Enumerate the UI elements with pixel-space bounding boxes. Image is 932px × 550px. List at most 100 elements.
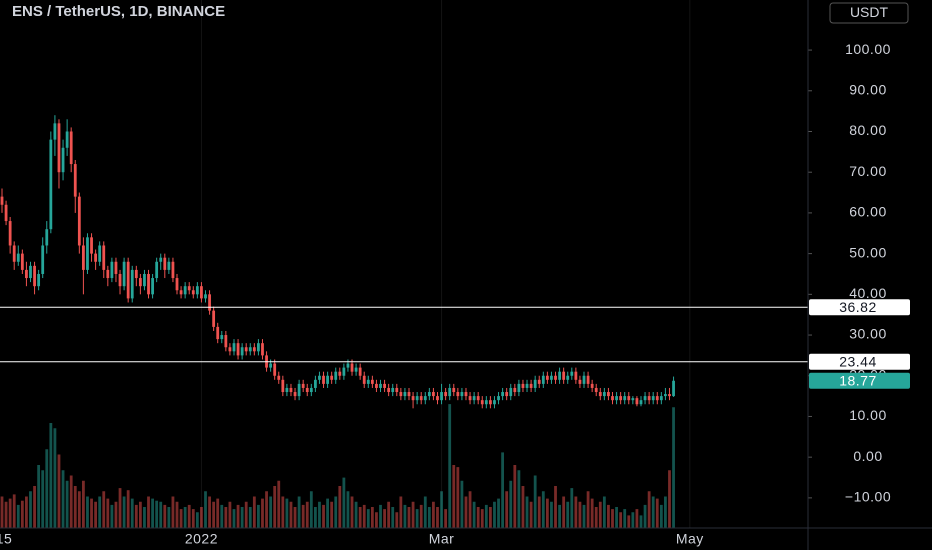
volume-bar	[334, 496, 338, 528]
volume-bar	[586, 491, 590, 528]
volume-bar	[45, 449, 49, 528]
volume-bar	[16, 504, 20, 528]
candle-body	[517, 383, 521, 393]
volume-layer	[0, 404, 675, 528]
volume-bar	[607, 504, 610, 528]
volume-bar	[240, 507, 244, 528]
candle-body	[440, 392, 443, 401]
candle-body	[501, 392, 505, 397]
currency-label: USDT	[850, 4, 889, 20]
currency-button[interactable]	[829, 2, 909, 24]
candle-body	[529, 383, 533, 388]
volume-bar	[570, 488, 574, 528]
candle-body	[159, 257, 163, 262]
volume-bar	[73, 486, 77, 528]
candle-body	[537, 379, 541, 384]
volume-bar	[261, 498, 264, 528]
volume-bar	[444, 509, 448, 528]
volume-bar	[179, 509, 183, 528]
candle-body	[562, 371, 566, 380]
candle-body	[423, 396, 427, 401]
volume-bar	[545, 498, 549, 528]
candle-body	[651, 396, 655, 401]
y-tick-label: 0.00	[853, 448, 882, 464]
candle-body	[37, 273, 41, 287]
volume-bar	[493, 501, 496, 528]
candle-body	[171, 261, 175, 279]
y-tick-label: 40.00	[849, 285, 887, 301]
candle-body	[586, 375, 590, 384]
volume-bar	[77, 491, 81, 528]
volume-bar	[33, 486, 36, 528]
candle-body	[228, 347, 232, 352]
candle-body	[554, 375, 557, 380]
candle-body	[545, 375, 549, 380]
volume-bar	[668, 470, 671, 528]
volume-bar	[338, 486, 342, 528]
candle-body	[647, 396, 651, 401]
volume-bar	[468, 491, 472, 528]
x-tick-label: Mar	[429, 531, 455, 547]
candle-body	[326, 375, 329, 384]
candle-body	[167, 261, 171, 270]
volume-bar	[130, 498, 134, 528]
volume-bar	[155, 500, 159, 528]
candle-body	[143, 273, 146, 287]
volume-bar	[448, 404, 452, 528]
volume-bar	[342, 477, 346, 528]
volume-bar	[8, 498, 12, 528]
volume-bar	[301, 504, 305, 528]
candle-body	[521, 383, 525, 388]
volume-bar	[138, 501, 142, 528]
candle-body	[493, 400, 496, 405]
volume-bar	[265, 491, 268, 528]
candle-body	[460, 392, 464, 397]
volume-bar	[297, 496, 301, 528]
volume-bar	[383, 509, 386, 528]
candle-body	[354, 367, 358, 372]
volume-bar	[550, 501, 553, 528]
candle-body	[574, 371, 578, 380]
volume-bar	[403, 504, 407, 528]
volume-bar	[289, 501, 293, 528]
volume-bar	[436, 507, 439, 528]
candle-body	[134, 269, 138, 279]
candle-body	[102, 245, 106, 270]
volume-bar	[49, 423, 53, 528]
candle-body	[659, 396, 663, 401]
volume-bar	[411, 501, 415, 528]
candle-body	[187, 286, 191, 291]
candle-body	[45, 229, 49, 246]
volume-bar	[354, 501, 358, 528]
volume-bar	[541, 491, 545, 528]
volume-bar	[82, 480, 85, 528]
candle-body	[403, 392, 407, 397]
candle-body	[513, 387, 517, 393]
candle-body	[0, 196, 4, 205]
candle-body	[594, 387, 598, 393]
volume-bar	[651, 496, 655, 528]
candle-body	[505, 392, 509, 397]
volume-bar	[639, 515, 643, 528]
volume-bar	[61, 470, 65, 528]
volume-bar	[362, 504, 366, 528]
volume-bar	[0, 496, 4, 528]
candle-body	[582, 375, 586, 384]
volume-bar	[53, 428, 57, 528]
candle-body	[244, 347, 248, 352]
volume-bar	[427, 507, 431, 528]
volume-bar	[236, 504, 240, 528]
volume-bar	[175, 501, 179, 528]
candle-body	[147, 273, 150, 295]
volume-bar	[517, 470, 521, 528]
candle-body	[619, 396, 623, 401]
candle-body	[273, 363, 277, 376]
candle-body	[338, 371, 342, 376]
candle-body	[191, 290, 195, 295]
volume-bar	[480, 509, 484, 528]
candle-body	[472, 396, 476, 401]
volume-bar	[228, 501, 232, 528]
volume-bar	[399, 496, 403, 528]
volume-bar	[554, 486, 557, 528]
